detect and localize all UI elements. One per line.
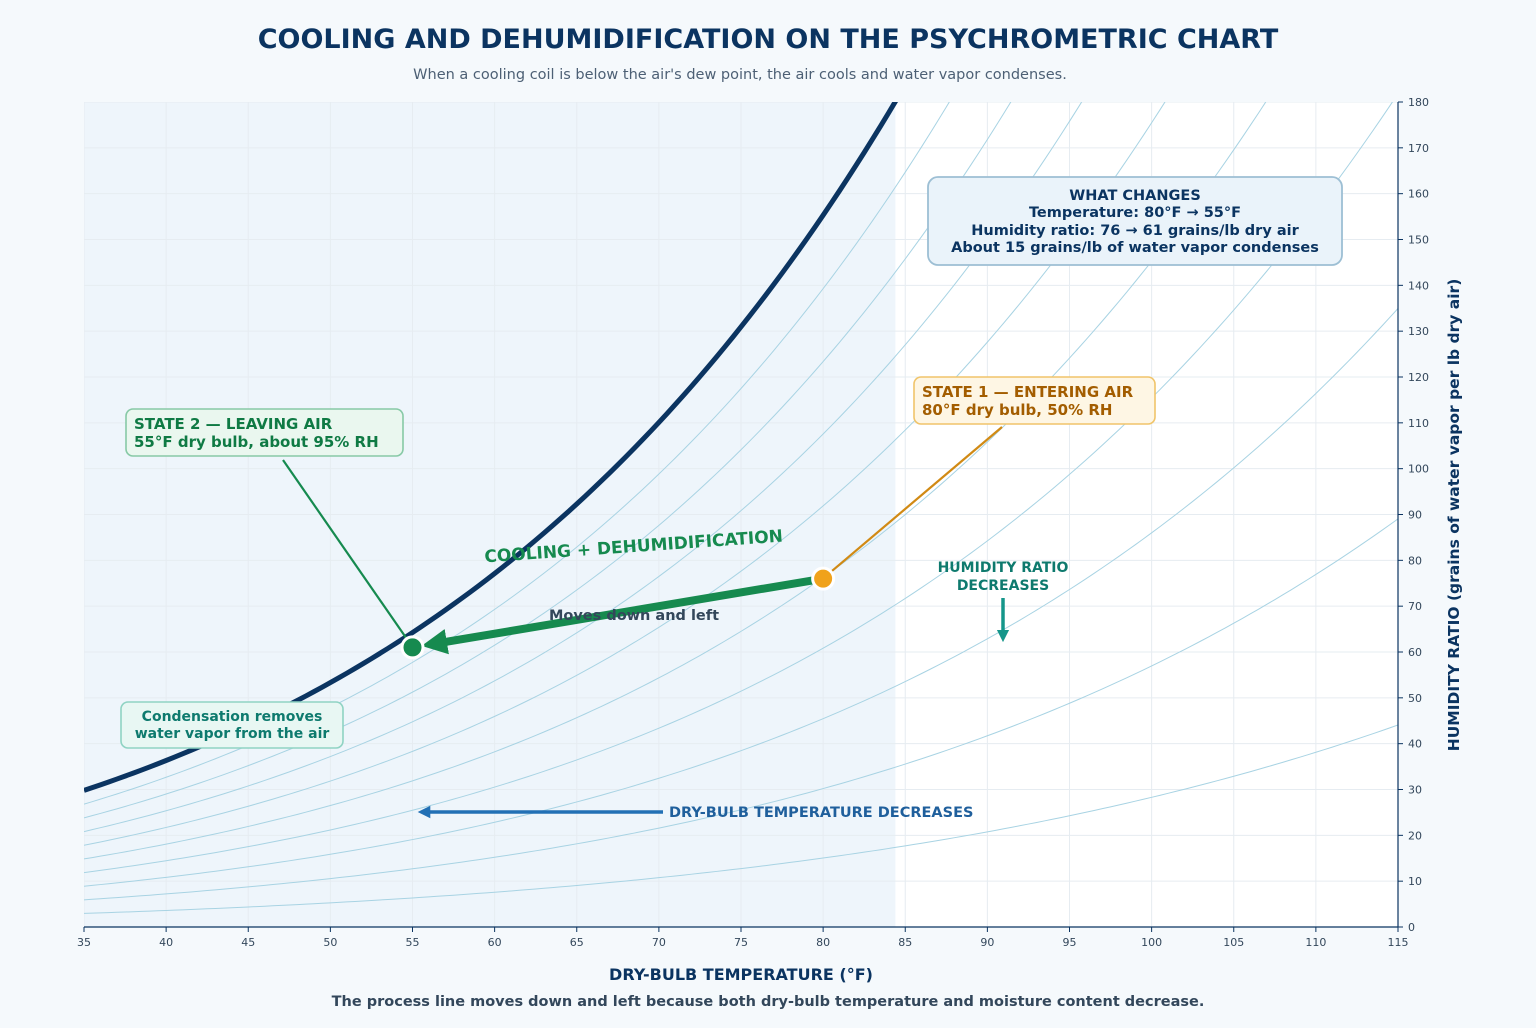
- x-tick-label: 75: [734, 936, 748, 949]
- what-changes-condenses: About 15 grains/lb of water vapor conden…: [951, 240, 1319, 256]
- x-tick-label: 45: [241, 936, 255, 949]
- x-tick-label: 95: [1063, 936, 1077, 949]
- y-tick-label: 50: [1408, 692, 1422, 705]
- rh-curve-70: [84, 102, 1083, 833]
- y-tick-label: 40: [1408, 738, 1422, 751]
- y-axis-label: HUMIDITY RATIO (grains of water vapor pe…: [1445, 279, 1463, 752]
- process-line: [421, 574, 828, 655]
- x-tick-label: 90: [980, 936, 994, 949]
- state1-label-line1: STATE 1 — ENTERING AIR: [922, 383, 1134, 401]
- rh-curve-50: [84, 102, 1267, 860]
- y-tick-label: 140: [1408, 279, 1429, 292]
- rh-curve-10: [84, 724, 1398, 914]
- rh-curve-20: [84, 518, 1398, 901]
- y-tick-label: 20: [1408, 829, 1422, 842]
- x-tick-label: 85: [898, 936, 912, 949]
- y-tick-label: 70: [1408, 600, 1422, 613]
- state2-callout-box: [125, 408, 404, 457]
- condensation-label-line2: water vapor from the air: [135, 726, 330, 742]
- state2-label-line1: STATE 2 — LEAVING AIR: [134, 415, 333, 433]
- x-tick-label: 80: [816, 936, 830, 949]
- x-tick-label: 55: [406, 936, 420, 949]
- state2-label-line2: 55°F dry bulb, about 95% RH: [134, 433, 379, 451]
- condensation-callout-box: [120, 701, 344, 749]
- y-tick-label: 30: [1408, 784, 1422, 797]
- state1-label-line2: 80°F dry bulb, 50% RH: [922, 401, 1112, 419]
- y-tick-label: 120: [1408, 371, 1429, 384]
- x-ticks: 35 40 45 50 55 60 65 70 75 80 85 90 95 100 105 110 115: [77, 927, 1409, 949]
- y-tick-label: 80: [1408, 554, 1422, 567]
- chart-title: COOLING AND DEHUMIDIFICATION ON THE PSYC…: [258, 24, 1279, 55]
- x-tick-label: 50: [323, 936, 337, 949]
- y-tick-label: 110: [1408, 417, 1429, 430]
- y-tick-label: 150: [1408, 234, 1429, 247]
- rh-curve-80: [84, 102, 1012, 819]
- x-tick-label: 35: [77, 936, 91, 949]
- rh-curve-30: [84, 308, 1398, 887]
- y-tick-label: 180: [1408, 96, 1429, 109]
- state1-callout-box: [913, 376, 1156, 425]
- x-tick-label: 110: [1305, 936, 1326, 949]
- rh-curve-60: [84, 102, 1166, 846]
- x-tick-label: 100: [1141, 936, 1162, 949]
- y-tick-label: 170: [1408, 142, 1429, 155]
- state2-leader-line: [282, 459, 408, 640]
- rh-curve-40: [84, 102, 1394, 874]
- x-axis-label: DRY-BULB TEMPERATURE (°F): [609, 965, 873, 984]
- chart-subtitle: When a cooling coil is below the air's d…: [413, 67, 1067, 83]
- x-tick-label: 70: [652, 936, 666, 949]
- footer-caption: The process line moves down and left bec…: [332, 994, 1205, 1010]
- y-tick-label: 90: [1408, 509, 1422, 522]
- x-tick-label: 65: [570, 936, 584, 949]
- y-tick-label: 60: [1408, 646, 1422, 659]
- humidity-ratio-label-line1: HUMIDITY RATIO: [938, 560, 1069, 576]
- x-tick-label: 115: [1388, 936, 1409, 949]
- what-changes-humidity-ratio: Humidity ratio: 76 → 61 grains/lb dry ai…: [971, 223, 1299, 239]
- y-tick-label: 10: [1408, 875, 1422, 888]
- y-tick-label: 160: [1408, 188, 1429, 201]
- condensation-label-line1: Condensation removes: [142, 709, 323, 725]
- x-tick-label: 40: [159, 936, 173, 949]
- humidity-ratio-label-line2: DECREASES: [957, 578, 1049, 594]
- process-sublabel: Moves down and left: [549, 608, 719, 624]
- state1-point: [811, 566, 836, 591]
- x-tick-label: 105: [1223, 936, 1244, 949]
- rh-curves: [84, 102, 1398, 914]
- y-ticks: 0 10 20 30 40 50 60 70 80 90 100 110 120 130 140 150 160…: [1398, 96, 1429, 934]
- state2-point: [400, 635, 425, 660]
- state1-leader-line: [830, 426, 1003, 573]
- what-changes-temperature: Temperature: 80°F → 55°F: [1029, 205, 1241, 221]
- y-tick-label: 130: [1408, 325, 1429, 338]
- y-tick-label: 100: [1408, 463, 1429, 476]
- what-changes-title: WHAT CHANGES: [1069, 188, 1201, 204]
- y-tick-label: 0: [1408, 921, 1415, 934]
- what-changes-box: [927, 176, 1343, 266]
- dry-bulb-label: DRY-BULB TEMPERATURE DECREASES: [669, 805, 973, 821]
- x-tick-label: 60: [488, 936, 502, 949]
- grid: [84, 102, 1398, 927]
- rh-curve-90: [84, 102, 950, 805]
